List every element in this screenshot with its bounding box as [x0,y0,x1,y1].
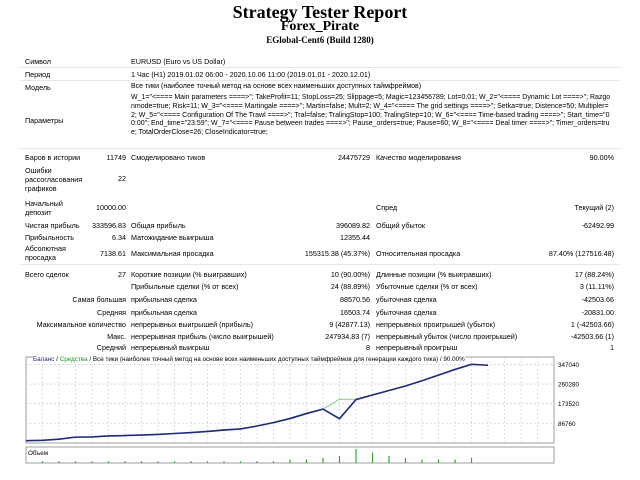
avgcons-wins-label: непрерывный выигрыш [131,343,210,352]
avg-loss-label: убыточная сделка [376,308,437,317]
deposit-label: Начальный депозит [25,199,63,217]
balance-line [25,363,489,442]
maxcount-wins-label: непрерывных выигрышей (прибыль) [131,320,254,329]
profit-trades-value: 24 (88.89%) [330,282,370,291]
legend-sep: / [54,356,60,363]
bars-value: 11749 [106,153,126,162]
short-value: 10 (90.00%) [330,270,370,279]
profit-trades-label: Прибыльные сделки (% от всех) [131,282,239,291]
rel-dd-value: 87.40% (127516.48) [548,249,614,258]
net-label: Чистая прибыль [25,221,80,230]
y-tick-label: 260280 [558,382,580,389]
pf-label: Прибыльность [25,233,74,242]
max-dd-label: Максимальная просадка [131,249,214,258]
max-label: Макс. [107,332,126,341]
y-tick-label: 347040 [558,362,580,369]
symbol-value: EURUSD (Euro vs US Dollar) [131,57,226,66]
quality-value: 90.00% [589,153,614,162]
total-value: 27 [118,270,126,279]
total-label: Всего сделок [25,270,69,279]
volume-label: Объем [28,449,48,457]
quality-label: Качество моделирования [376,153,461,162]
maxcount-losses-value: 1 (-42503.66) [570,320,614,329]
max-profit-label: непрерывная прибыль (число выигрышей) [131,332,274,341]
loss-trades-label: Убыточные сделки (% от всех) [376,282,478,291]
avg-loss-value: -20831.00 [581,308,614,317]
errors-value: 22 [118,174,126,183]
period-value: 1 Час (H1) 2019.01.02 06:00 - 2020.10.06… [131,70,371,79]
expected-label: Матожидание выигрыша [131,233,214,242]
legend-balance: Баланс [33,356,55,363]
params-label: Параметры [25,116,64,125]
avgcons-label: Средний [96,343,126,352]
gross-loss-value: -62492.99 [581,221,614,230]
maxcount-wins-value: 9 (42877.13) [329,320,370,329]
long-label: Длинные позиции (% выигравших) [376,270,492,279]
pf-value: 6.34 [112,233,126,242]
period-label: Период [25,70,51,79]
report-subtitle: Forex_Pirate [280,19,360,34]
rel-dd-label: Относительная просадка [376,249,461,258]
largest-profit-label: прибыльная сделка [131,295,198,304]
short-label: Короткие позиции (% выигравших) [131,270,247,279]
abs-dd-value: 7138.61 [100,249,126,258]
long-value: 17 (88.24%) [574,270,614,279]
report-company: EGlobal-Cent6 (Build 1280) [266,35,374,45]
deposit-value: 10000.00 [96,203,126,212]
errors-label: Ошибки рассогласования графиков [25,166,83,193]
avg-profit-value: 16503.74 [340,308,370,317]
max-profit-value: 247934.83 (7) [325,332,370,341]
largest-profit-value: 88570.56 [340,295,370,304]
loss-trades-value: 3 (11.11%) [579,282,614,291]
chart-legend: Баланс / Средства / Все тики (наиболее т… [33,356,465,363]
max-loss-label: непрерывный убыток (число проигрышей) [376,332,518,341]
balance-chart: 3470402602801735208676001234567891011121… [24,353,590,465]
maxcount-losses-label: непрерывных проигрышей (убыток) [376,320,496,329]
model-value: Все тики (наиболее точный метод на основ… [131,83,422,90]
report-title: Strategy Tester Report [232,2,408,22]
expected-value: 12355.44 [340,233,370,242]
maxcount-label: Максимальное количество [36,320,126,329]
y-tick-label: 173520 [558,401,580,408]
bars-label: Баров в истории [25,153,81,162]
largest-loss-value: -42503.66 [581,295,614,304]
legend-equity: Средства [59,356,88,363]
legend-rest: / Все тики (наиболее точный метод на осн… [87,356,465,363]
symbol-label: Символ [25,57,51,66]
plot-frame [25,356,555,444]
gross-profit-label: Общая прибыль [131,221,186,230]
largest-loss-label: убыточная сделка [376,295,437,304]
gross-loss-label: Общий убыток [376,221,425,230]
y-tick-label: 86760 [558,421,576,428]
avgcons-wins-value: 8 [366,343,370,352]
balance-chart-svg: 3470402602801735208676001234567891011121… [25,356,580,464]
avg-label: Средняя [97,308,126,317]
spread-label: Спред [376,203,398,212]
max-dd-value: 155315.38 (45.37%) [304,249,370,258]
avgcons-losses-label: непрерывный проигрыш [376,343,458,352]
avg-profit-label: прибыльная сделка [131,308,198,317]
net-value: 333596.83 [92,221,126,230]
params-value: W_1="<==== Main parameters ====>"; TakeP… [131,94,611,137]
largest-label: Самая большая [72,295,126,304]
model-label: Модель [25,83,51,92]
ticks-label: Смоделировано тиков [131,153,206,162]
avgcons-losses-value: 1 [610,343,614,352]
abs-dd-label: Абсолютная просадка [25,244,66,262]
gross-profit-value: 396089.82 [336,221,370,230]
spread-value: Текущий (2) [574,203,614,212]
max-loss-value: -42503.66 (1) [570,332,614,341]
ticks-value: 24475729 [338,153,370,162]
